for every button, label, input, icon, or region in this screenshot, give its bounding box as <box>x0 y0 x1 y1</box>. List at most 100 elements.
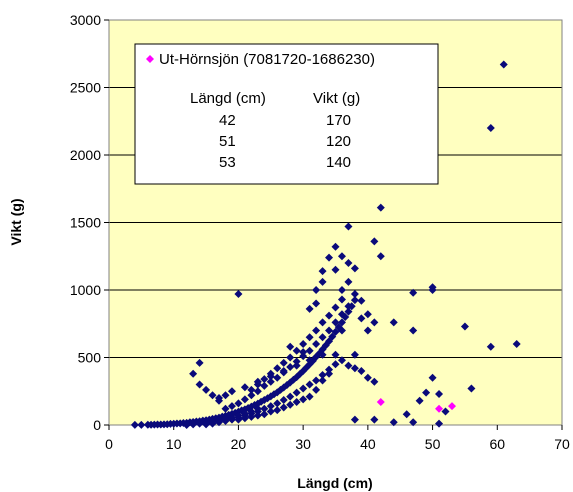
data-point <box>130 420 139 429</box>
data-point <box>279 403 288 412</box>
data-point <box>350 296 359 305</box>
data-point <box>344 222 353 231</box>
data-point <box>260 375 269 384</box>
data-point <box>325 326 334 335</box>
x-tick-label: 60 <box>489 436 505 452</box>
data-point <box>402 410 411 419</box>
data-point <box>234 415 243 424</box>
data-point <box>312 286 321 294</box>
legend-header-weight: Vikt (g) <box>313 90 360 107</box>
data-point <box>337 252 346 261</box>
data-point <box>273 406 282 415</box>
data-point <box>312 340 321 348</box>
data-point <box>312 299 321 308</box>
legend-cell: 42 <box>219 112 236 129</box>
data-point <box>331 242 340 251</box>
data-point <box>137 420 146 429</box>
data-point <box>435 419 444 428</box>
x-tick-label: 70 <box>554 436 570 452</box>
data-point <box>253 411 262 420</box>
data-point <box>221 391 230 400</box>
data-point <box>221 414 230 423</box>
data-point <box>376 398 385 407</box>
data-point <box>305 392 314 401</box>
x-tick-label: 0 <box>105 436 113 452</box>
data-point <box>240 409 249 418</box>
data-point <box>266 377 275 386</box>
data-point <box>253 404 262 413</box>
data-point <box>227 413 236 422</box>
data-point <box>266 372 275 381</box>
data-point <box>305 333 314 342</box>
data-point <box>208 391 217 400</box>
data-point <box>286 400 295 409</box>
x-axis-ticks: 0 10 20 30 40 50 60 70 <box>105 425 570 452</box>
data-point <box>195 358 204 367</box>
legend-cell: 140 <box>326 154 351 171</box>
data-point <box>344 302 353 311</box>
data-point <box>363 373 372 382</box>
data-point <box>318 267 327 276</box>
data-point <box>299 395 308 404</box>
data-point <box>292 361 301 370</box>
y-tick-label: 2000 <box>70 147 101 163</box>
data-point <box>189 369 198 378</box>
data-point <box>331 350 340 359</box>
data-point <box>202 385 211 394</box>
data-point <box>318 333 327 342</box>
data-point <box>260 404 269 413</box>
data-point <box>363 310 372 319</box>
legend-cell: 170 <box>326 112 351 129</box>
data-point <box>350 350 359 359</box>
data-point <box>344 361 353 370</box>
data-point <box>415 396 424 405</box>
x-tick-label: 50 <box>425 436 441 452</box>
data-point <box>247 412 256 421</box>
y-axis-title: Vikt (g) <box>8 198 24 245</box>
y-tick-label: 1500 <box>70 215 101 231</box>
data-point <box>350 415 359 424</box>
data-point <box>435 389 444 398</box>
data-points <box>130 60 521 429</box>
x-tick-label: 40 <box>360 436 376 452</box>
data-point <box>337 295 346 304</box>
data-point <box>512 340 521 348</box>
data-point <box>428 286 437 294</box>
data-point <box>344 259 353 267</box>
data-point <box>208 417 217 426</box>
legend-cell: 53 <box>219 154 236 171</box>
data-point <box>273 373 282 382</box>
data-point <box>312 326 321 335</box>
data-point <box>350 290 359 299</box>
data-point <box>234 290 243 299</box>
data-point <box>376 252 385 261</box>
data-point <box>409 326 418 335</box>
data-point <box>318 318 327 327</box>
data-point <box>286 362 295 371</box>
data-point <box>337 326 346 335</box>
y-tick-label: 0 <box>93 417 101 433</box>
data-point <box>350 264 359 273</box>
data-point <box>370 377 379 386</box>
data-point <box>357 367 366 375</box>
data-point <box>266 407 275 416</box>
data-point <box>279 358 288 367</box>
data-point <box>286 353 295 362</box>
data-point <box>286 392 295 401</box>
data-point <box>467 384 476 393</box>
data-point <box>299 352 308 361</box>
data-point <box>331 265 340 274</box>
data-point <box>253 377 262 386</box>
data-point <box>305 380 314 389</box>
data-point <box>331 318 340 327</box>
data-point <box>344 277 353 286</box>
data-point <box>292 346 301 355</box>
data-point <box>227 387 236 396</box>
y-tick-label: 500 <box>78 350 102 366</box>
data-point <box>318 371 327 380</box>
data-point <box>240 395 249 404</box>
data-point <box>273 364 282 373</box>
data-point <box>460 322 469 331</box>
data-point <box>247 385 256 394</box>
